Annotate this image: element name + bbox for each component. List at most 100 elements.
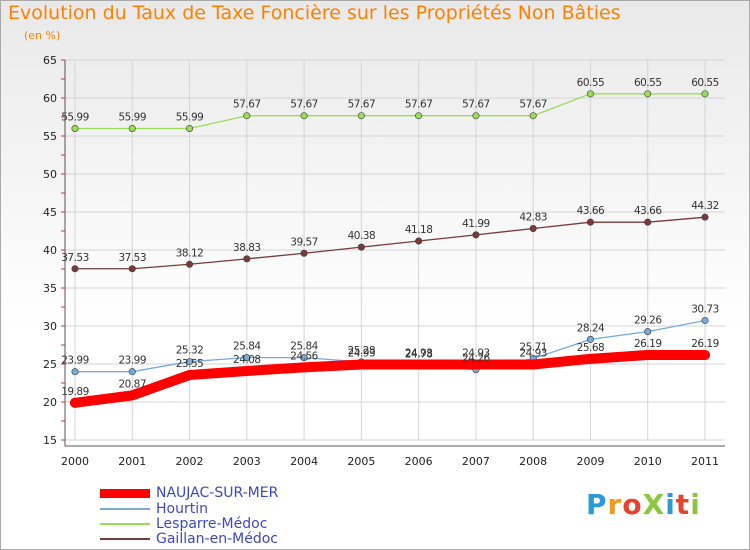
data-label: 25.84 <box>233 341 261 353</box>
data-label: 28.24 <box>577 322 605 334</box>
legend-label-gaillan: Gaillan-en-Médoc <box>156 531 278 547</box>
y-tick-label: 65 <box>43 54 57 67</box>
data-point <box>644 90 652 98</box>
legend-swatch-gaillan <box>100 538 150 540</box>
data-label: 55.99 <box>118 111 146 123</box>
data-point <box>186 260 194 268</box>
data-point <box>300 354 308 362</box>
data-label: 55.99 <box>176 111 204 123</box>
data-label: 43.66 <box>577 205 605 217</box>
data-point <box>186 124 194 132</box>
data-label: 44.32 <box>691 200 719 212</box>
data-label: 41.99 <box>462 218 490 230</box>
data-point <box>701 90 709 98</box>
legend-item-hourtin: Hourtin <box>100 502 208 516</box>
legend-swatch-naujac <box>100 488 150 498</box>
y-tick-label: 55 <box>43 130 57 143</box>
x-tick-label: 2008 <box>519 455 547 468</box>
data-label: 24.93 <box>348 348 376 360</box>
data-point <box>128 124 136 132</box>
data-label: 25.28 <box>348 345 376 357</box>
chart-title: Evolution du Taux de Taxe Foncière sur l… <box>8 2 621 24</box>
x-tick-label: 2006 <box>405 455 433 468</box>
x-tick-label: 2011 <box>691 455 719 468</box>
data-label: 25.84 <box>290 341 318 353</box>
data-point <box>586 218 594 226</box>
data-label: 25.32 <box>176 345 204 357</box>
x-tick-label: 2000 <box>61 455 89 468</box>
data-label: 24.08 <box>233 354 261 366</box>
data-point <box>128 265 136 273</box>
data-label: 24.93 <box>519 348 547 360</box>
data-label: 57.67 <box>405 99 433 111</box>
data-label: 25.68 <box>577 342 605 354</box>
data-label: 26.19 <box>634 338 662 350</box>
data-point <box>585 353 596 364</box>
data-label: 60.55 <box>691 77 719 89</box>
x-tick-label: 2001 <box>118 455 146 468</box>
data-point <box>356 359 367 370</box>
y-tick-label: 20 <box>43 396 57 409</box>
data-point <box>529 112 537 120</box>
data-label: 20.87 <box>118 378 146 390</box>
x-tick-label: 2007 <box>462 455 490 468</box>
series-line-lesparre-médoc <box>74 93 706 130</box>
x-tick-label: 2003 <box>233 455 261 468</box>
data-point <box>415 237 423 245</box>
data-point <box>127 390 138 401</box>
logo-letter: t <box>675 488 691 521</box>
data-point <box>586 335 594 343</box>
x-tick-label: 2005 <box>347 455 375 468</box>
legend-label-lesparre: Lesparre-Médoc <box>156 516 268 532</box>
data-label: 24.56 <box>290 350 318 362</box>
legend-item-gaillan: Gaillan-en-Médoc <box>100 532 278 546</box>
data-label: 57.67 <box>519 99 547 111</box>
data-label: 57.67 <box>233 99 261 111</box>
data-point <box>243 112 251 120</box>
data-point <box>644 218 652 226</box>
data-point <box>642 349 653 360</box>
logo-letter: r <box>607 488 623 521</box>
data-point <box>71 124 79 132</box>
data-label: 29.26 <box>634 315 662 327</box>
data-label: 39.57 <box>290 236 318 248</box>
logo-letter: X <box>642 488 666 521</box>
data-point <box>299 362 310 373</box>
data-label: 57.67 <box>290 99 318 111</box>
data-point <box>243 354 251 362</box>
data-label: 43.66 <box>634 205 662 217</box>
y-tick-label: 25 <box>43 358 57 371</box>
y-tick-label: 15 <box>43 434 57 447</box>
data-label: 42.83 <box>519 211 547 223</box>
data-label: 37.53 <box>118 252 146 264</box>
data-point <box>186 358 194 366</box>
logo-letter: i <box>690 488 701 521</box>
data-point <box>470 359 481 370</box>
legend-item-naujac: NAUJAC-SUR-MER <box>100 486 278 500</box>
y-tick-label: 45 <box>43 206 57 219</box>
data-point <box>472 112 480 120</box>
data-point <box>528 359 539 370</box>
data-label: 19.89 <box>61 386 89 398</box>
data-label: 24.26 <box>462 353 490 365</box>
data-label: 24.93 <box>462 348 490 360</box>
data-point <box>184 370 195 381</box>
data-label: 60.55 <box>577 77 605 89</box>
logo-letter: i <box>665 488 676 521</box>
data-point <box>529 224 537 232</box>
data-label: 55.99 <box>61 111 89 123</box>
logo-letter: o <box>622 488 643 521</box>
legend-label-naujac: NAUJAC-SUR-MER <box>156 485 279 501</box>
series <box>70 90 710 408</box>
y-tick-label: 35 <box>43 282 57 295</box>
legend-swatch-lesparre <box>100 523 150 525</box>
y-tick-label: 50 <box>43 168 57 181</box>
data-label: 23.99 <box>61 355 89 367</box>
data-point <box>70 397 80 408</box>
proxiti-logo: ProXiti <box>586 488 701 521</box>
data-label: 24.78 <box>405 349 433 361</box>
axes: 15 20 25 30 35 40 45 50 55 60 65 2000 2001 2002 2003 20… <box>43 54 725 468</box>
data-point <box>701 316 709 324</box>
data-point <box>357 112 365 120</box>
